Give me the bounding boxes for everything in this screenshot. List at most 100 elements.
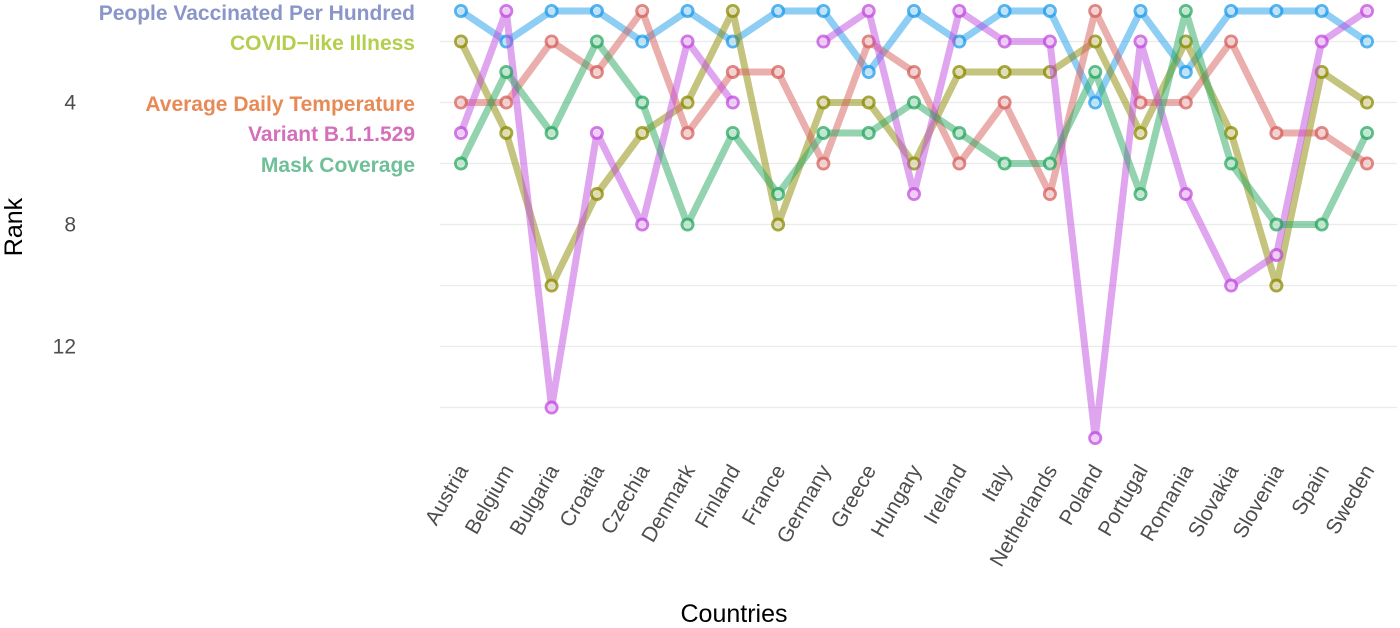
x-tick-label: Spain [1287,461,1334,519]
data-point [1314,126,1329,140]
series-group [454,4,1374,445]
data-point [499,126,514,140]
series-2 [454,4,1374,201]
data-point [816,95,831,110]
data-point [1269,278,1284,293]
data-point [1133,187,1148,201]
data-point [1224,34,1239,49]
series-line [457,7,1371,198]
data-point [589,187,604,201]
data-point [907,187,921,201]
series-line [457,7,737,411]
data-point [680,126,695,140]
data-point [454,156,468,171]
data-point [997,95,1012,110]
data-point [680,217,695,232]
y-tick-label: 8 [64,214,76,237]
data-point [1269,217,1284,232]
data-point [454,95,468,110]
x-tick-label: Ireland [920,461,972,528]
data-point [1360,156,1374,171]
legend-entry: Mask Coverage [261,154,415,177]
data-point [861,4,876,18]
data-point [1178,65,1193,79]
data-point [635,4,650,18]
data-point [544,126,559,140]
data-point [1088,431,1103,445]
data-point [635,217,650,232]
x-tick-label: Italy [978,461,1017,506]
data-point [816,126,831,140]
data-point [952,4,967,18]
data-point [997,4,1012,18]
x-axis-title: Countries [681,600,788,628]
data-point [952,126,967,140]
data-point [1314,217,1329,232]
data-point [861,95,876,110]
legend: People Vaccinated Per Hundred COVID−like … [99,2,415,177]
data-point [816,156,831,171]
data-point [997,65,1012,79]
series-0 [454,4,1374,110]
y-axis-ticks: 4 8 12 [53,92,77,359]
data-point [1360,126,1374,140]
series-3 [454,4,1374,445]
data-point [680,4,695,18]
data-point [589,34,604,49]
data-point [771,65,786,79]
data-point [1269,248,1284,262]
data-point [861,65,876,79]
legend-entry: Variant B.1.1.529 [248,123,415,146]
data-point [907,4,921,18]
series-4 [454,4,1374,232]
y-tick-label: 4 [64,92,76,115]
x-tick-label: Finland [691,461,745,532]
data-point [635,95,650,110]
data-point [1224,4,1239,18]
data-point [1224,278,1239,293]
data-point [771,187,786,201]
data-point [1088,4,1103,18]
data-point [907,95,921,110]
data-point [544,278,559,293]
data-point [771,217,786,232]
data-point [454,126,468,140]
data-point [589,65,604,79]
data-point [635,34,650,49]
data-point [635,126,650,140]
x-axis-ticks: AustriaBelgiumBulgariaCroatiaCzechiaDenm… [421,461,1380,571]
series-line [457,7,1371,228]
data-point [544,34,559,49]
data-point [1360,34,1374,49]
data-point [1088,95,1103,110]
data-point [997,156,1012,171]
data-point [1360,95,1374,110]
data-point [1314,4,1329,18]
data-point [1178,187,1193,201]
series-line [819,7,1371,442]
data-point [544,400,559,415]
data-point [816,34,831,49]
data-point [589,126,604,140]
data-point [1042,187,1057,201]
data-point [725,95,740,110]
data-point [1269,126,1284,140]
data-point [725,4,740,18]
data-point [1133,126,1148,140]
data-point [1178,95,1193,110]
data-point [1314,34,1329,49]
data-point [454,34,468,49]
data-point [680,95,695,110]
data-point [1178,4,1193,18]
legend-entry: Average Daily Temperature [145,93,415,116]
data-point [1133,34,1148,49]
data-point [1088,65,1103,79]
data-point [1224,126,1239,140]
data-point [997,34,1012,49]
data-point [725,126,740,140]
data-point [725,65,740,79]
data-point [499,95,514,110]
y-tick-label: 12 [53,336,76,359]
